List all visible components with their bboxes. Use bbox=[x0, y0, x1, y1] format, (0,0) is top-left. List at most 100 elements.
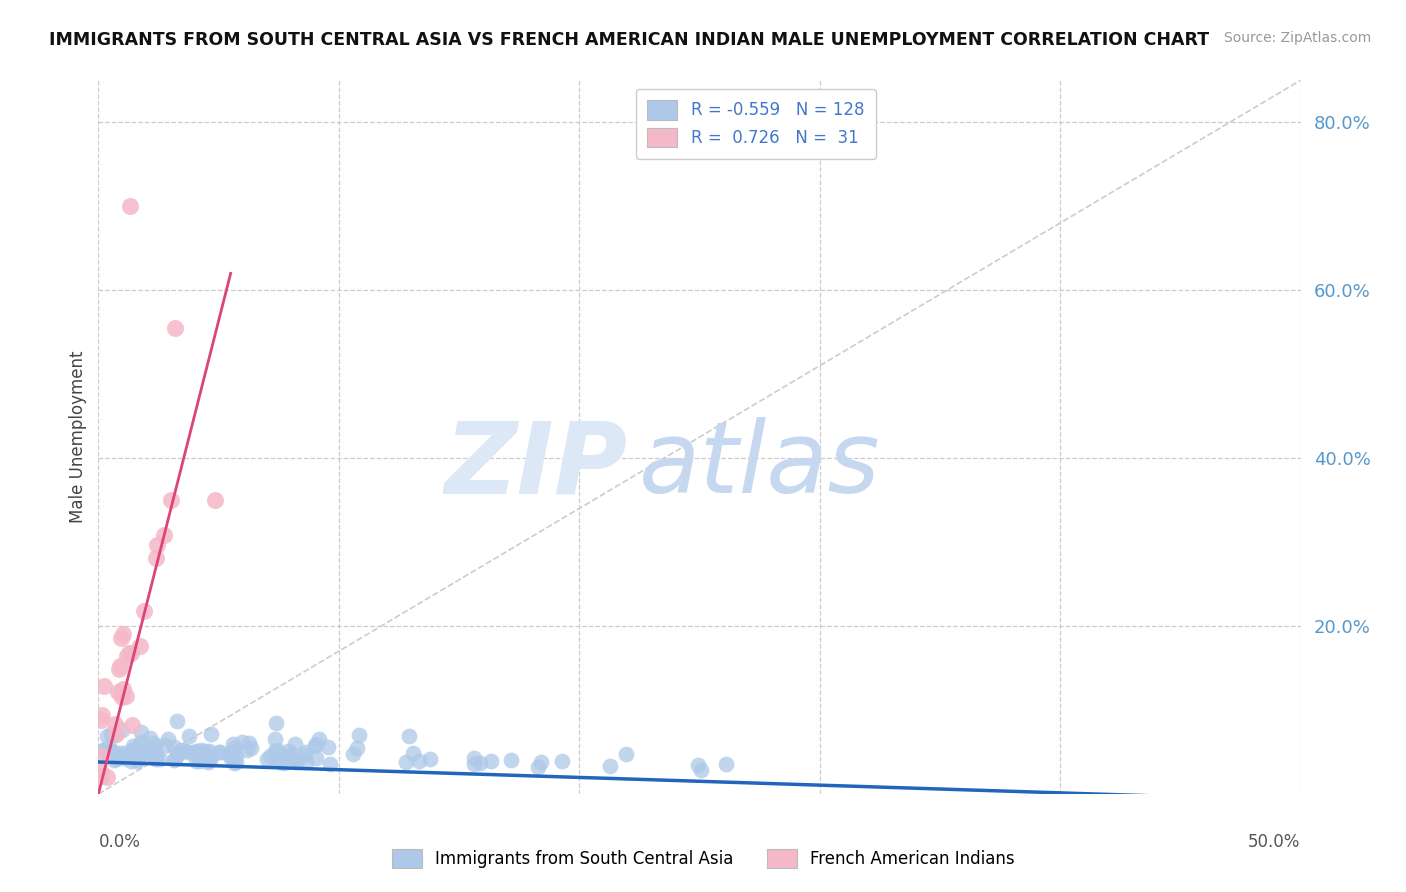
Point bbox=[318, 756, 340, 771]
Point bbox=[305, 750, 328, 764]
Point bbox=[91, 708, 114, 723]
Point bbox=[125, 747, 148, 762]
Point bbox=[110, 686, 132, 700]
Point bbox=[614, 747, 637, 761]
Point bbox=[236, 743, 259, 757]
Point bbox=[142, 736, 165, 750]
Point bbox=[115, 749, 138, 764]
Point bbox=[183, 746, 205, 760]
Y-axis label: Male Unemployment: Male Unemployment bbox=[69, 351, 87, 524]
Point bbox=[195, 753, 218, 767]
Point bbox=[96, 770, 118, 784]
Point bbox=[170, 742, 193, 756]
Point bbox=[256, 752, 278, 766]
Point bbox=[141, 747, 163, 762]
Point bbox=[120, 754, 142, 768]
Point bbox=[104, 716, 127, 731]
Point bbox=[90, 768, 112, 782]
Point bbox=[131, 735, 153, 749]
Point bbox=[342, 747, 364, 761]
Text: ZIP: ZIP bbox=[444, 417, 627, 514]
Point bbox=[190, 751, 212, 765]
Point bbox=[100, 727, 122, 741]
Point bbox=[118, 647, 141, 661]
Point bbox=[93, 679, 115, 693]
Point bbox=[218, 747, 240, 762]
Point bbox=[551, 755, 574, 769]
Point bbox=[124, 742, 146, 756]
Point bbox=[238, 736, 260, 750]
Point bbox=[110, 746, 132, 760]
Point bbox=[127, 751, 149, 765]
Point bbox=[120, 646, 142, 660]
Point bbox=[98, 740, 121, 755]
Point bbox=[200, 726, 222, 740]
Point bbox=[266, 743, 288, 757]
Point bbox=[222, 737, 245, 751]
Point bbox=[96, 729, 118, 743]
Point bbox=[111, 682, 134, 697]
Text: 0.0%: 0.0% bbox=[98, 833, 141, 851]
Point bbox=[165, 752, 187, 766]
Point bbox=[198, 750, 221, 764]
Point bbox=[197, 755, 219, 769]
Point bbox=[714, 756, 737, 771]
Point bbox=[115, 648, 138, 663]
Text: 50.0%: 50.0% bbox=[1249, 833, 1301, 851]
Point bbox=[143, 751, 166, 765]
Point bbox=[174, 744, 197, 758]
Point bbox=[149, 752, 172, 766]
Point bbox=[91, 743, 114, 757]
Point bbox=[316, 739, 339, 754]
Point bbox=[127, 754, 149, 768]
Point bbox=[111, 723, 134, 737]
Point bbox=[219, 750, 242, 764]
Point bbox=[269, 756, 291, 770]
Point bbox=[111, 690, 134, 704]
Point bbox=[107, 662, 129, 676]
Point bbox=[219, 746, 242, 760]
Point bbox=[463, 751, 485, 765]
Point bbox=[128, 738, 150, 752]
Point bbox=[107, 685, 129, 699]
Point bbox=[145, 752, 167, 766]
Point bbox=[263, 744, 285, 758]
Point bbox=[139, 731, 162, 745]
Point bbox=[110, 659, 132, 673]
Point bbox=[346, 740, 368, 755]
Text: IMMIGRANTS FROM SOUTH CENTRAL ASIA VS FRENCH AMERICAN INDIAN MALE UNEMPLOYMENT C: IMMIGRANTS FROM SOUTH CENTRAL ASIA VS FR… bbox=[49, 31, 1209, 49]
Point bbox=[132, 604, 155, 618]
Point bbox=[90, 764, 112, 779]
Point bbox=[208, 745, 231, 759]
Point bbox=[91, 749, 114, 764]
Point bbox=[686, 758, 709, 772]
Point bbox=[294, 748, 316, 763]
Point bbox=[114, 689, 136, 703]
Point bbox=[104, 727, 127, 741]
Legend: R = -0.559   N = 128, R =  0.726   N =  31: R = -0.559 N = 128, R = 0.726 N = 31 bbox=[636, 88, 876, 159]
Point bbox=[177, 745, 200, 759]
Point bbox=[479, 754, 502, 768]
Point bbox=[395, 756, 418, 770]
Point bbox=[163, 739, 186, 754]
Point bbox=[124, 747, 146, 761]
Point bbox=[264, 732, 287, 747]
Point bbox=[305, 737, 328, 751]
Point bbox=[134, 744, 156, 758]
Point bbox=[408, 754, 430, 768]
Point bbox=[163, 753, 186, 767]
Point bbox=[204, 493, 226, 508]
Point bbox=[285, 755, 308, 769]
Point bbox=[114, 751, 136, 765]
Point bbox=[112, 626, 135, 640]
Point bbox=[419, 752, 441, 766]
Point bbox=[165, 321, 187, 335]
Point bbox=[127, 751, 149, 765]
Point bbox=[103, 753, 125, 767]
Point bbox=[273, 756, 295, 770]
Point bbox=[105, 752, 128, 766]
Point bbox=[110, 631, 132, 645]
Point bbox=[527, 760, 550, 774]
Point bbox=[280, 747, 302, 762]
Point bbox=[121, 717, 143, 731]
